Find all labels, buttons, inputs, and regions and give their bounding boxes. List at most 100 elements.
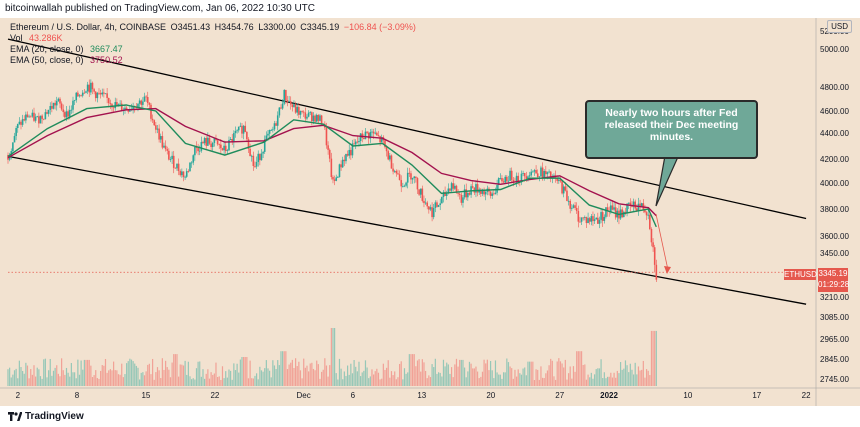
candle-body	[579, 221, 581, 223]
volume-bar	[90, 365, 92, 386]
candle-body	[151, 118, 154, 121]
ema50-line	[7, 107, 657, 217]
symbol-name: Ethereum / U.S. Dollar, 4h, COINBASE	[10, 22, 167, 32]
candle-body	[645, 212, 648, 216]
candle-body	[332, 177, 334, 180]
volume-bar	[559, 361, 562, 386]
volume-bar	[348, 374, 350, 386]
volume-bar	[56, 365, 58, 386]
candle-body	[198, 150, 201, 152]
candle-body	[455, 185, 458, 194]
volume-bar	[621, 369, 623, 386]
candle-body	[353, 143, 355, 145]
volume-bar	[91, 377, 94, 386]
publisher-header: bitcoinwallah published on TradingView.c…	[0, 0, 860, 18]
candle-body	[363, 137, 365, 140]
volume-bar	[262, 371, 264, 386]
volume-bar	[355, 366, 357, 386]
volume-bar	[499, 374, 501, 386]
volume-bar	[566, 379, 568, 386]
candle-body	[447, 188, 450, 193]
candle-body	[548, 171, 550, 173]
candle-body	[132, 106, 134, 109]
volume-bar	[436, 373, 438, 386]
candle-body	[494, 192, 497, 194]
candle-body	[143, 96, 146, 102]
volume-bar	[158, 370, 160, 386]
volume-bar	[98, 378, 100, 386]
volume-bar	[642, 360, 644, 386]
volume-bar	[225, 371, 227, 386]
candle-body	[205, 138, 208, 146]
x-tick-label: 13	[417, 391, 426, 400]
volume-bar	[49, 358, 51, 386]
candle-body	[242, 125, 245, 134]
candle-body	[543, 171, 546, 179]
volume-bar	[147, 364, 149, 386]
candle-body	[624, 211, 627, 214]
volume-bar	[139, 379, 141, 386]
volume-bar	[186, 374, 188, 386]
chart-area[interactable]: 2745.00 2845.00 2965.00 3085.00 3210.00 3450.…	[0, 18, 860, 406]
volume-bar	[615, 377, 617, 386]
candle-body	[484, 191, 487, 195]
candle-body	[140, 100, 143, 105]
candle-body	[275, 123, 277, 126]
volume-bar	[605, 378, 607, 386]
volume-bar	[88, 359, 90, 386]
volume-bar	[191, 379, 193, 386]
volume-bar	[231, 379, 233, 386]
volume-bar	[345, 375, 347, 386]
close-value: C3345.19	[300, 22, 340, 32]
candle-body	[299, 111, 302, 115]
candle-body	[294, 104, 297, 113]
candle-body	[68, 110, 71, 117]
volume-bar	[184, 360, 186, 386]
candle-body	[558, 179, 560, 181]
volume-bar	[264, 368, 266, 386]
volume-bar	[143, 375, 146, 386]
volume-bar	[459, 359, 461, 386]
candle-body	[476, 184, 479, 193]
open-value: O3451.43	[170, 22, 211, 32]
volume-bar	[272, 360, 274, 386]
tradingview-logo-icon	[8, 412, 22, 421]
candle-body	[301, 111, 303, 112]
candle-body	[400, 180, 403, 187]
volume-bar	[381, 378, 383, 386]
volume-bar	[161, 358, 163, 386]
candle-body	[107, 97, 110, 104]
candle-body	[462, 197, 464, 203]
candle-body	[501, 178, 503, 182]
volume-bar	[234, 370, 237, 386]
down-arrow-line	[655, 213, 669, 271]
candle-body	[304, 112, 307, 119]
candle-body	[192, 155, 195, 163]
volume-bar	[218, 376, 220, 386]
candle-body	[600, 212, 602, 220]
candle-body	[626, 203, 628, 214]
y-tick-label: 4600.00	[820, 107, 849, 116]
volume-bar	[618, 373, 620, 386]
candle-body	[182, 171, 185, 178]
volume-bar	[278, 365, 280, 386]
volume-bar	[489, 360, 492, 386]
candle-body	[250, 155, 253, 157]
volume-bar	[204, 378, 206, 386]
candle-body	[36, 116, 39, 118]
price-axis[interactable]	[816, 18, 860, 406]
volume-bar	[437, 372, 440, 386]
candle-body	[644, 210, 646, 213]
candle-body	[101, 92, 104, 95]
candle-body	[312, 115, 315, 122]
candle-body	[481, 189, 484, 194]
volume-bar	[600, 359, 602, 386]
volume-bar	[342, 379, 344, 386]
candle-body	[229, 139, 232, 141]
price-chart[interactable]: 2745.00 2845.00 2965.00 3085.00 3210.00 3450.…	[0, 18, 860, 406]
currency-badge[interactable]: USD	[827, 20, 852, 33]
volume-bar	[556, 361, 558, 386]
volume-bar	[140, 372, 142, 386]
candle-body	[408, 172, 411, 174]
volume-bar	[26, 365, 29, 386]
